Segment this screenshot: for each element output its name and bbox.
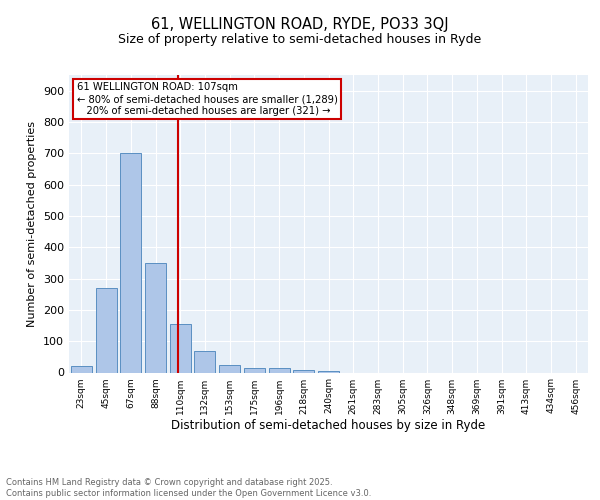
Text: Size of property relative to semi-detached houses in Ryde: Size of property relative to semi-detach… <box>118 32 482 46</box>
Text: Contains HM Land Registry data © Crown copyright and database right 2025.
Contai: Contains HM Land Registry data © Crown c… <box>6 478 371 498</box>
Bar <box>269 368 290 372</box>
Bar <box>293 370 314 372</box>
Text: 61 WELLINGTON ROAD: 107sqm
← 80% of semi-detached houses are smaller (1,289)
   : 61 WELLINGTON ROAD: 107sqm ← 80% of semi… <box>77 82 338 116</box>
Bar <box>71 366 92 372</box>
Bar <box>145 263 166 372</box>
Y-axis label: Number of semi-detached properties: Number of semi-detached properties <box>28 120 37 327</box>
Bar <box>219 364 240 372</box>
Bar <box>318 371 339 372</box>
Bar <box>95 288 116 372</box>
Bar <box>170 324 191 372</box>
Bar <box>120 154 141 372</box>
X-axis label: Distribution of semi-detached houses by size in Ryde: Distribution of semi-detached houses by … <box>172 420 485 432</box>
Bar <box>244 368 265 372</box>
Bar <box>194 351 215 372</box>
Text: 61, WELLINGTON ROAD, RYDE, PO33 3QJ: 61, WELLINGTON ROAD, RYDE, PO33 3QJ <box>151 18 449 32</box>
